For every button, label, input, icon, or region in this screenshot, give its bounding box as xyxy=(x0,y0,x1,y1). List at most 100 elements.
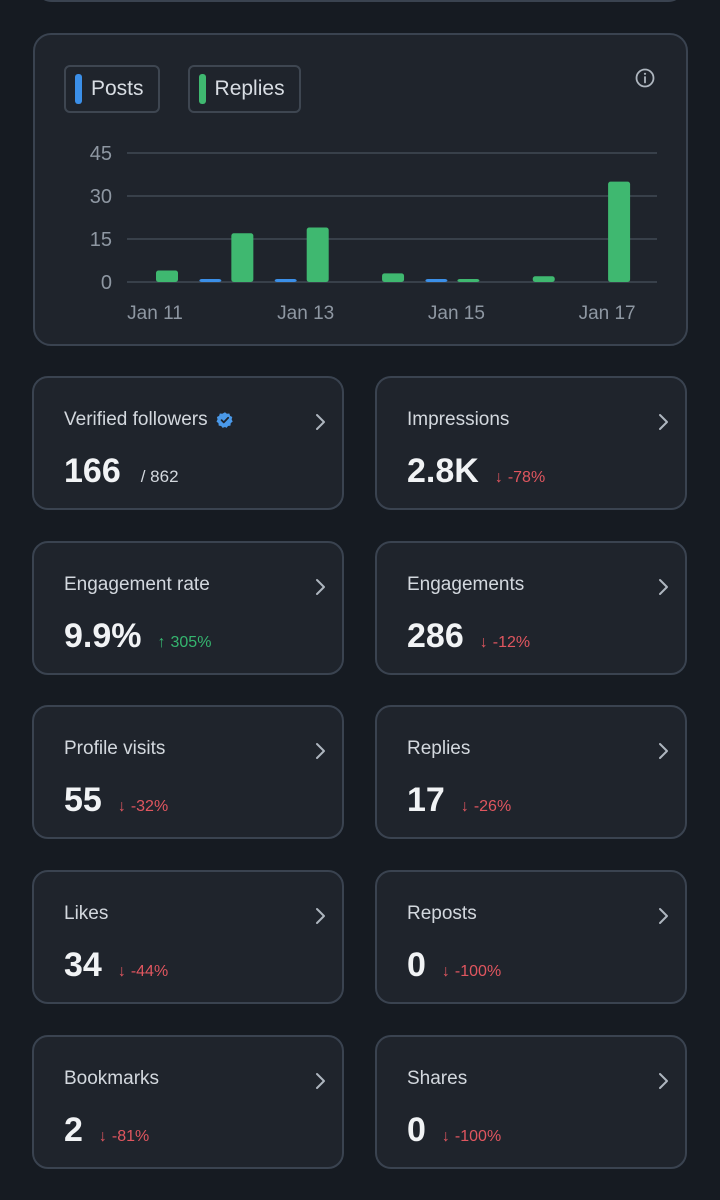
arrow-down-icon: ↓ xyxy=(479,634,488,651)
stat-label: Engagements xyxy=(407,574,524,596)
stat-label-text: Replies xyxy=(407,738,471,759)
stat-label: Bookmarks xyxy=(64,1068,159,1090)
y-tick-label: 0 xyxy=(101,272,112,294)
stat-card-replies[interactable]: Replies 17 ↓ -26% xyxy=(375,705,687,839)
y-tick-label: 15 xyxy=(90,229,112,251)
arrow-up-icon: ↑ xyxy=(157,634,166,651)
stat-label-text: Likes xyxy=(64,903,109,924)
y-tick-label: 45 xyxy=(90,143,112,165)
replies-bar xyxy=(306,227,329,282)
chart-legend: Posts Replies xyxy=(64,65,301,113)
stat-label: Engagement rate xyxy=(64,574,210,596)
bar-chart: 0 15 30 45 Jan 11 Jan 13 Jan 15 Jan 17 xyxy=(90,143,657,324)
stat-value: 2 xyxy=(64,1111,83,1149)
stat-delta: ↓ -78% xyxy=(495,469,545,487)
x-tick-label: Jan 17 xyxy=(579,303,636,324)
stat-delta: ↓ -12% xyxy=(480,634,530,652)
y-tick-label: 30 xyxy=(90,186,112,208)
stat-label-text: Engagement rate xyxy=(64,574,210,595)
replies-bar xyxy=(156,270,178,282)
x-tick-label: Jan 11 xyxy=(127,303,183,324)
stat-label-text: Verified followers xyxy=(64,409,208,430)
stat-card-engagement-rate[interactable]: Engagement rate 9.9% ↑ 305% xyxy=(32,541,344,675)
legend-replies-label: Replies xyxy=(214,77,285,100)
replies-bar xyxy=(382,273,405,282)
activity-chart-card: Posts Replies 0 15 30 45 Jan 11 Jan 13 Jan 15 J… xyxy=(33,33,688,346)
stat-card-engagements[interactable]: Engagements 286 ↓ -12% xyxy=(375,541,687,675)
stat-value-row: 34 ↓ -44% xyxy=(64,946,168,985)
stat-label: Replies xyxy=(407,738,470,760)
replies-bar xyxy=(457,279,480,282)
stat-value-row: 2 ↓ -81% xyxy=(64,1111,149,1150)
stat-delta-value: -12% xyxy=(492,634,531,651)
stat-label: Profile visits xyxy=(64,738,165,760)
chevron-right-icon xyxy=(316,908,325,924)
stat-value: 166 xyxy=(64,452,121,490)
stat-label: Likes xyxy=(64,903,108,925)
stat-delta: ↓ -100% xyxy=(442,1128,501,1146)
stat-label-text: Impressions xyxy=(407,409,510,430)
legend-replies[interactable]: Replies xyxy=(187,65,301,113)
stat-value: 34 xyxy=(64,946,102,984)
stat-value-row: 17 ↓ -26% xyxy=(407,781,511,820)
previous-card-edge xyxy=(34,0,686,2)
stat-label: Shares xyxy=(407,1068,467,1090)
stat-card-verified-followers[interactable]: Verified followers 166 / 862 xyxy=(32,376,344,510)
stat-value-row: 9.9% ↑ 305% xyxy=(64,617,211,656)
stat-card-profile-visits[interactable]: Profile visits 55 ↓ -32% xyxy=(32,705,344,839)
stat-delta-value: -26% xyxy=(473,798,512,815)
stat-value-row: 55 ↓ -32% xyxy=(64,781,168,820)
legend-posts[interactable]: Posts xyxy=(64,65,160,113)
stat-card-shares[interactable]: Shares 0 ↓ -100% xyxy=(375,1035,687,1169)
stat-value: 0 xyxy=(407,946,426,984)
stat-card-reposts[interactable]: Reposts 0 ↓ -100% xyxy=(375,870,687,1004)
arrow-down-icon: ↓ xyxy=(117,798,126,815)
stat-card-likes[interactable]: Likes 34 ↓ -44% xyxy=(32,870,344,1004)
replies-bar xyxy=(532,276,555,282)
stat-delta: ↓ -44% xyxy=(118,963,168,981)
chevron-right-icon xyxy=(316,414,325,430)
verified-badge-icon xyxy=(216,412,233,428)
stat-value: 0 xyxy=(407,1111,426,1149)
chevron-right-icon xyxy=(316,743,325,759)
chevron-right-icon xyxy=(659,414,668,430)
stat-value: 17 xyxy=(407,781,445,819)
stat-delta-value: -78% xyxy=(507,469,546,486)
chevron-right-icon xyxy=(659,1073,668,1089)
stat-delta: ↑ 305% xyxy=(158,634,212,652)
arrow-down-icon: ↓ xyxy=(441,1128,450,1145)
stat-label-text: Profile visits xyxy=(64,738,166,759)
stat-value-row: 286 ↓ -12% xyxy=(407,617,530,656)
chevron-right-icon xyxy=(316,579,325,595)
stat-label-text: Bookmarks xyxy=(64,1068,160,1089)
chevron-right-icon xyxy=(659,743,668,759)
stat-value: 55 xyxy=(64,781,102,819)
stat-delta-value: -44% xyxy=(130,963,169,980)
stat-delta: ↓ -81% xyxy=(99,1128,149,1146)
chevron-right-icon xyxy=(659,908,668,924)
stat-delta: ↓ -26% xyxy=(461,798,511,816)
stat-value-row: 0 ↓ -100% xyxy=(407,1111,501,1150)
stat-label-text: Shares xyxy=(407,1068,468,1089)
stat-label: Reposts xyxy=(407,903,477,925)
stat-delta-value: -100% xyxy=(454,1128,502,1145)
stat-label: Verified followers xyxy=(64,409,234,431)
replies-bar xyxy=(231,233,254,282)
info-icon[interactable] xyxy=(634,67,656,89)
stat-delta-value: -81% xyxy=(111,1128,150,1145)
arrow-down-icon: ↓ xyxy=(441,963,450,980)
posts-bar xyxy=(425,279,448,282)
stat-value: 286 xyxy=(407,617,464,655)
chevron-right-icon xyxy=(659,579,668,595)
posts-swatch xyxy=(75,74,82,104)
posts-bar xyxy=(274,279,297,282)
stat-delta: ↓ -100% xyxy=(442,963,501,981)
chevron-right-icon xyxy=(316,1073,325,1089)
stat-card-bookmarks[interactable]: Bookmarks 2 ↓ -81% xyxy=(32,1035,344,1169)
x-tick-label: Jan 15 xyxy=(428,303,485,324)
arrow-down-icon: ↓ xyxy=(117,963,126,980)
stat-delta-value: 305% xyxy=(170,634,212,651)
stat-value-row: 166 / 862 xyxy=(64,452,179,491)
arrow-down-icon: ↓ xyxy=(494,469,503,486)
stat-card-impressions[interactable]: Impressions 2.8K ↓ -78% xyxy=(375,376,687,510)
